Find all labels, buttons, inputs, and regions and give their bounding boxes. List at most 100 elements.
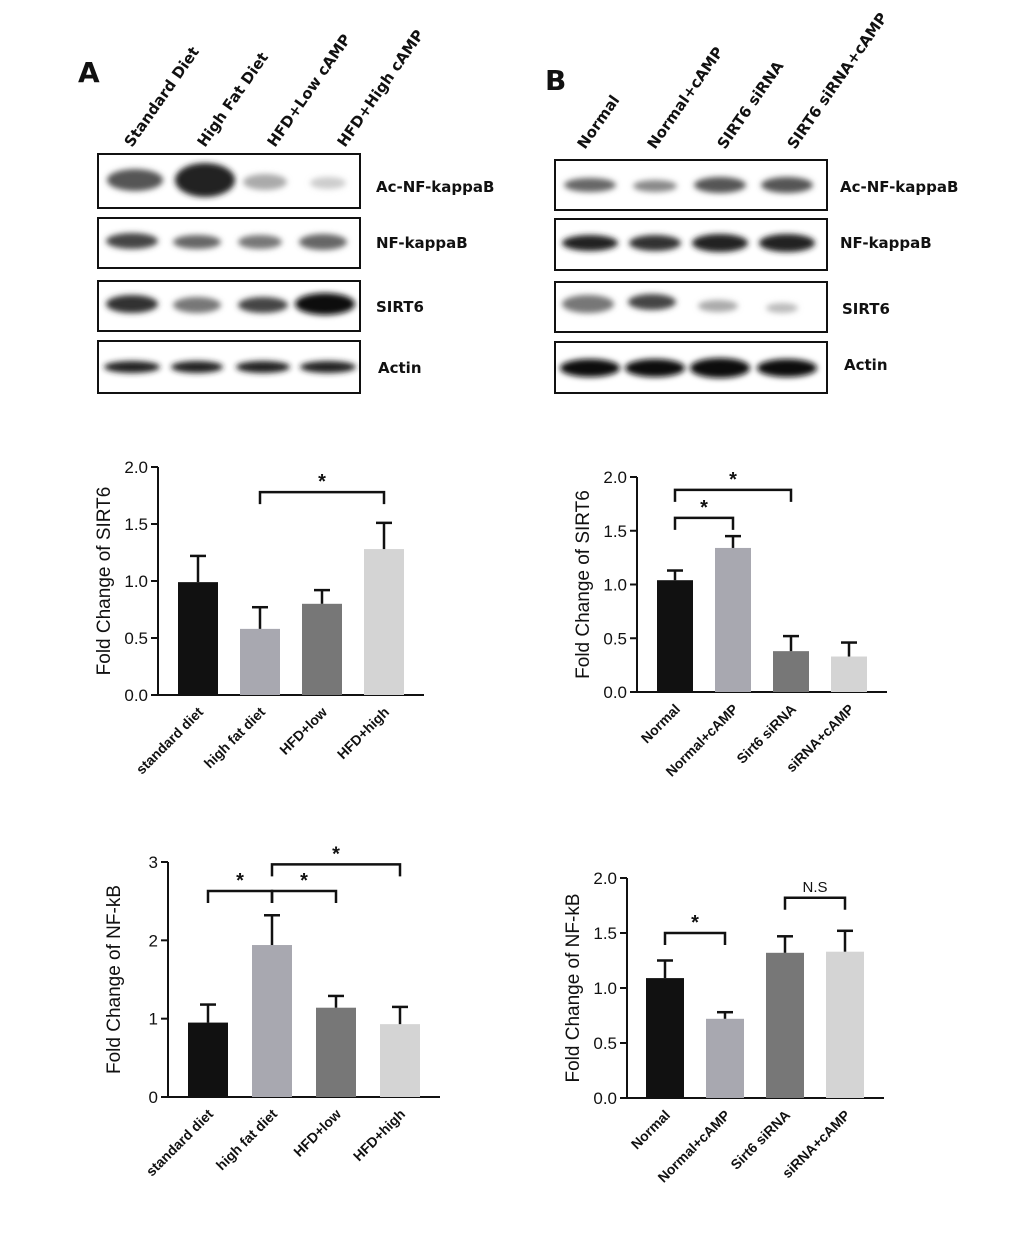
row-label: Ac-NF-kappaB (840, 178, 958, 196)
bar (766, 952, 804, 1098)
significance-label: * (691, 912, 699, 934)
band (171, 361, 223, 373)
y-tick-label: 1.5 (593, 924, 617, 943)
bar (380, 1024, 420, 1097)
band (692, 234, 748, 252)
blot-bands (106, 293, 355, 315)
significance-label: * (300, 870, 308, 892)
blot-bands (106, 233, 347, 250)
bracket-line (270, 889, 338, 903)
blot-bands (562, 234, 815, 252)
x-category-label: HFD+low (276, 704, 330, 758)
x-category-label: HFD+low (290, 1106, 344, 1160)
band (106, 295, 158, 313)
y-tick-label: 0.5 (603, 629, 627, 648)
y-tick-label: 2.0 (603, 468, 627, 487)
blot-bands (564, 177, 813, 193)
bar (302, 603, 342, 695)
y-tick-label: 3 (149, 853, 158, 872)
nfkb-chart-b: 0.0 0.5 1.0 1.5 2.0 Fold Change of NF-kB Norma… (563, 869, 884, 1186)
y-tick-label: 1.5 (603, 522, 627, 541)
band (236, 361, 290, 373)
band (238, 235, 282, 249)
band (173, 235, 221, 249)
western-blot-b: Normal Normal+cAMP SIRT6 siRNA SIRT6 siR… (554, 9, 958, 394)
band (698, 300, 738, 312)
band (173, 297, 221, 313)
lane-label: SIRT6 siRNA+cAMP (784, 9, 892, 152)
y-tick-label: 1.0 (124, 572, 148, 591)
lane-label: Normal+cAMP (644, 44, 728, 153)
y-tick-label: 0.0 (593, 1089, 617, 1108)
band (299, 234, 347, 250)
bracket-line (663, 931, 727, 945)
bar (773, 651, 809, 692)
significance-bracket: * (270, 843, 402, 877)
band (766, 303, 798, 313)
band (243, 174, 287, 190)
row-label: NF-kappaB (376, 234, 468, 252)
row-label: SIRT6 (376, 298, 424, 316)
significance-bracket: * (663, 912, 727, 945)
sirt6-chart-b: 0.0 0.5 1.0 1.5 2.0 Fold Change of SIRT6 Norma… (573, 468, 887, 780)
y-axis-label: Fold Change of NF-kB (563, 893, 584, 1082)
panel-b-letter: B (545, 64, 567, 97)
x-category-label: high fat diet (213, 1106, 281, 1174)
bar (240, 628, 280, 695)
bar (646, 978, 684, 1098)
bracket-line (783, 896, 847, 910)
y-tick-label: 2.0 (124, 458, 148, 477)
row-label: NF-kappaB (840, 234, 932, 252)
x-category-label: Sirt6 siRNA (727, 1107, 793, 1173)
row-label: Ac-NF-kappaB (376, 178, 494, 196)
significance-label: * (332, 843, 340, 865)
bar (706, 1018, 744, 1098)
significance-bracket: N.S (783, 879, 847, 910)
y-axis-label: Fold Change of SIRT6 (94, 487, 115, 676)
y-tick-label: 0.0 (124, 686, 148, 705)
bar (188, 1022, 228, 1097)
band (560, 359, 620, 377)
lane-label: Standard Diet (121, 43, 203, 150)
row-label: Actin (378, 359, 422, 377)
row-label: Actin (844, 356, 888, 374)
band (694, 177, 746, 193)
band (310, 177, 346, 189)
band (562, 235, 618, 251)
y-axis-label: Fold Change of NF-kB (104, 885, 125, 1074)
band (564, 178, 616, 192)
bar (715, 547, 751, 692)
sirt6-chart-a: 0.0 0.5 1.0 1.5 2.0 Fold Change of SIRT6 stand… (94, 458, 424, 778)
blot-bands (562, 294, 798, 313)
bracket-line (270, 863, 402, 877)
blot-bands (107, 163, 346, 197)
y-tick-label: 0 (149, 1088, 158, 1107)
y-tick-label: 0.0 (603, 683, 627, 702)
bracket-line (673, 488, 793, 502)
bracket-line (673, 516, 735, 530)
band (757, 359, 817, 377)
band (625, 359, 685, 377)
y-tick-label: 0.5 (124, 629, 148, 648)
x-category-label: standard diet (143, 1106, 217, 1180)
significance-label: * (236, 870, 244, 892)
bracket-line (258, 490, 386, 505)
lane-label: High Fat Diet (194, 49, 273, 150)
band (300, 361, 356, 373)
blot-bands (104, 361, 356, 373)
bar (178, 582, 218, 695)
band (759, 234, 815, 252)
bracket-line (206, 889, 274, 903)
bar (316, 1007, 356, 1097)
x-category-label: HFD+high (334, 704, 392, 762)
x-category-label: HFD+high (350, 1106, 408, 1164)
lane-labels-a: Standard Diet High Fat Diet HFD+Low cAMP… (121, 26, 428, 150)
band (761, 177, 813, 193)
nfkb-chart-a: 0 1 2 3 Fold Change of NF-kB standard diethig… (104, 843, 440, 1180)
x-category-label: standard diet (133, 704, 207, 778)
bar (831, 656, 867, 692)
y-tick-label: 1 (149, 1010, 158, 1029)
significance-label: * (729, 469, 737, 491)
y-tick-label: 0.5 (593, 1034, 617, 1053)
bar (826, 951, 864, 1098)
